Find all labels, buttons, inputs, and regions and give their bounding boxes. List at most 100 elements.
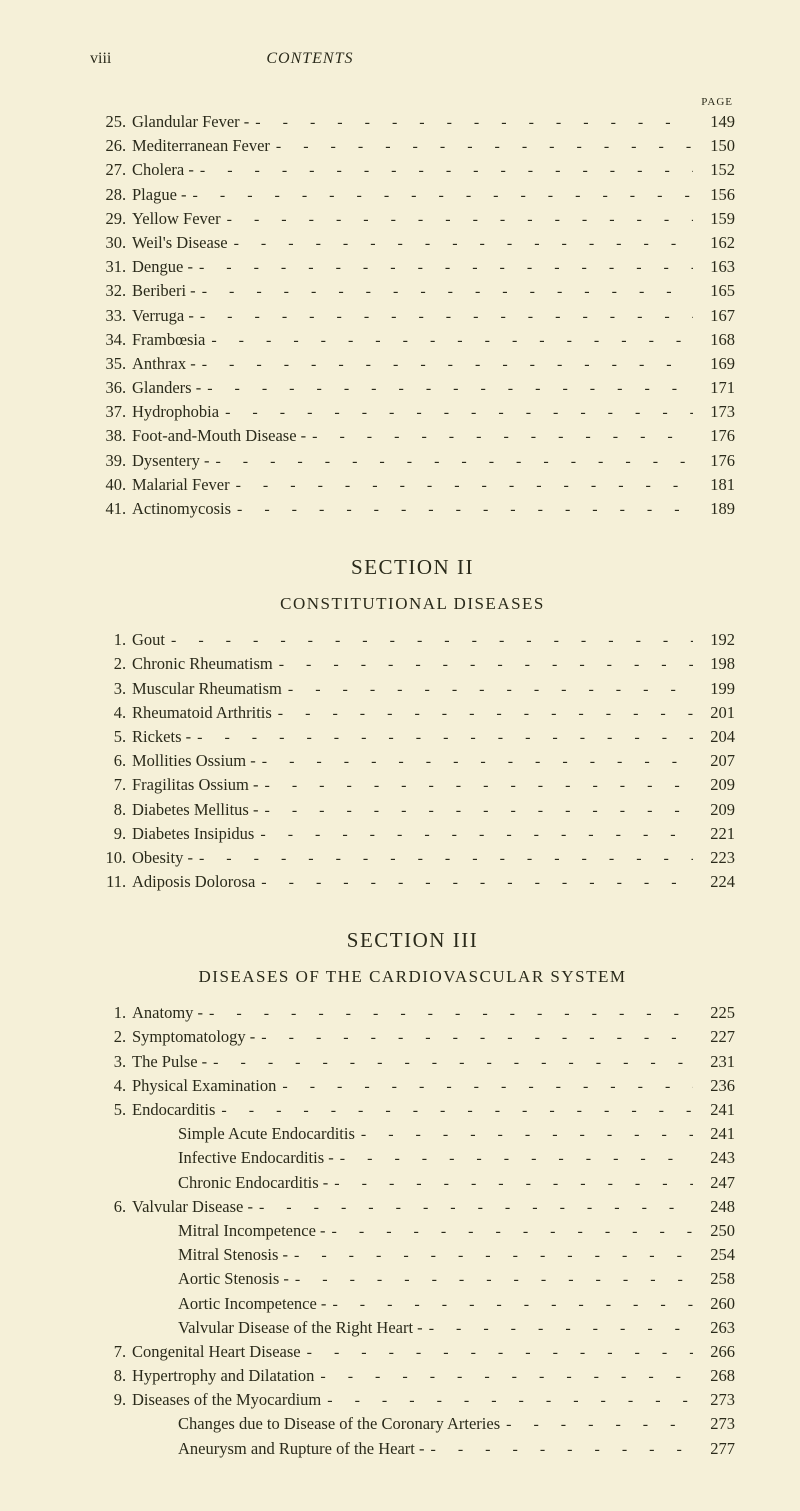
toc-entry: 7. Fragilitas Ossium -------------------… [90, 773, 735, 797]
toc-entry-dot: . [122, 497, 132, 521]
toc-entry-number: 39 [90, 449, 122, 473]
toc-entry: 40. Malarial Fever----------------------… [90, 473, 735, 497]
toc-entry: 8. Diabetes Mellitus -------------------… [90, 798, 735, 822]
toc-entry: 3. Muscular Rheumatism------------------… [90, 677, 735, 701]
toc-entry-dot: . [122, 134, 132, 158]
toc-entry-number: 31 [90, 255, 122, 279]
toc-entry: Aortic Stenosis ------------------------… [90, 1267, 735, 1291]
toc-entry-dot: . [122, 304, 132, 328]
toc-entry-title: Adiposis Dolorosa [132, 870, 255, 894]
toc-entry-dot: . [122, 652, 132, 676]
toc-entry-title: Diabetes Insipidus [132, 822, 254, 846]
toc-entry: 33. Verruga ----------------------------… [90, 304, 735, 328]
toc-entry: 2. Symptomatology ----------------------… [90, 1025, 735, 1049]
toc-entry-number: 38 [90, 424, 122, 448]
toc-entry-page: 266 [693, 1340, 735, 1364]
toc-entry-title: Diabetes Mellitus - [132, 798, 258, 822]
toc-entry-number: 36 [90, 376, 122, 400]
toc-leader: ------------------------------ [425, 1438, 693, 1461]
toc-entry-title: Cholera - [132, 158, 194, 182]
toc-leader: ------------------------------ [215, 1099, 693, 1122]
toc-entry-page: 231 [693, 1050, 735, 1074]
toc-entry-number: 7 [90, 1340, 122, 1364]
toc-entry-page: 254 [693, 1243, 735, 1267]
toc-entry-page: 224 [693, 870, 735, 894]
toc-entry-page: 223 [693, 846, 735, 870]
toc-entry-page: 152 [693, 158, 735, 182]
toc-entry-page: 163 [693, 255, 735, 279]
toc-entry: 41. Actinomycosis-----------------------… [90, 497, 735, 521]
toc-leader: ------------------------------ [165, 629, 693, 652]
toc-entry-number: 25 [90, 110, 122, 134]
toc-entry: 1. Gout------------------------------192 [90, 628, 735, 652]
toc-entry-title: Mediterranean Fever [132, 134, 270, 158]
toc-entry-number: 6 [90, 1195, 122, 1219]
toc-entry-number: 4 [90, 701, 122, 725]
toc-entry-title: Dysentery - [132, 449, 209, 473]
toc-entry-page: 181 [693, 473, 735, 497]
toc-entry-number: 27 [90, 158, 122, 182]
toc-entry-title: Hydrophobia [132, 400, 219, 424]
toc-entry-dot: . [122, 1388, 132, 1412]
toc-entry-dot: . [122, 449, 132, 473]
toc-entry-title: Malarial Fever [132, 473, 230, 497]
toc-entry-number: 6 [90, 749, 122, 773]
toc-entry-page: 236 [693, 1074, 735, 1098]
toc-entry-title: Aneurysm and Rupture of the Heart - [132, 1437, 425, 1461]
toc-leader: ------------------------------ [228, 232, 693, 255]
toc-entry-title: Chronic Endocarditis - [132, 1171, 328, 1195]
toc-leader: ------------------------------ [282, 678, 693, 701]
toc-entry-title: Valvular Disease of the Right Heart - [132, 1316, 423, 1340]
toc-entry-number: 35 [90, 352, 122, 376]
toc-entry-page: 199 [693, 677, 735, 701]
toc-entry: 6. Valvular Disease --------------------… [90, 1195, 735, 1219]
toc-entry-number: 33 [90, 304, 122, 328]
toc-entry-page: 221 [693, 822, 735, 846]
toc-entry-dot: . [122, 183, 132, 207]
toc-entry-dot: . [122, 207, 132, 231]
toc-entry-title: Infective Endocarditis - [132, 1146, 334, 1170]
toc-entry-number: 34 [90, 328, 122, 352]
toc-entry-page: 198 [693, 652, 735, 676]
toc-entry-page: 167 [693, 304, 735, 328]
toc-leader: ------------------------------ [328, 1172, 693, 1195]
toc-entry-number: 10 [90, 846, 122, 870]
toc-entry: 39. Dysentery --------------------------… [90, 449, 735, 473]
toc-entry: 1. Anatomy -----------------------------… [90, 1001, 735, 1025]
toc-entry-title: Obesity - [132, 846, 193, 870]
toc-entry: 25. Glandular Fever --------------------… [90, 110, 735, 134]
toc-leader: ------------------------------ [301, 1341, 693, 1364]
toc-leader: ------------------------------ [221, 208, 693, 231]
toc-entry-title: Verruga - [132, 304, 194, 328]
toc-entry-dot: . [122, 1195, 132, 1219]
toc-entry-title: Rheumatoid Arthritis [132, 701, 272, 725]
toc-entry-title: Physical Examination [132, 1074, 276, 1098]
toc-leader: ------------------------------ [194, 159, 693, 182]
toc-entry-title: The Pulse - [132, 1050, 207, 1074]
toc-entry-page: 273 [693, 1412, 735, 1436]
toc-entry: 9. Diseases of the Myocardium-----------… [90, 1388, 735, 1412]
toc-entry-dot: . [122, 1025, 132, 1049]
toc-entry-number: 1 [90, 628, 122, 652]
toc-entry-title: Mitral Incompetence - [132, 1219, 326, 1243]
toc-entry: 35. Anthrax ----------------------------… [90, 352, 735, 376]
toc-leader: ------------------------------ [187, 184, 693, 207]
toc-entry-page: 248 [693, 1195, 735, 1219]
toc-leader: ------------------------------ [205, 329, 693, 352]
toc-leader: ------------------------------ [321, 1389, 693, 1412]
toc-entry: Simple Acute Endocarditis---------------… [90, 1122, 735, 1146]
toc-leader: ------------------------------ [194, 305, 693, 328]
toc-entry-dot: . [122, 1098, 132, 1122]
toc-leader: ------------------------------ [191, 726, 693, 749]
toc-entry-dot: . [122, 822, 132, 846]
toc-entry-dot: . [122, 473, 132, 497]
toc-leader: ------------------------------ [209, 450, 693, 473]
toc-entry-dot: . [122, 870, 132, 894]
toc-entry-page: 168 [693, 328, 735, 352]
toc-block: 1. Anatomy -----------------------------… [90, 1001, 735, 1461]
toc-entry-dot: . [122, 677, 132, 701]
running-page-number: viii [90, 50, 111, 68]
toc-entry-dot: . [122, 1074, 132, 1098]
toc-entry: 8. Hypertrophy and Dilatation-----------… [90, 1364, 735, 1388]
toc-entry-number: 11 [90, 870, 122, 894]
